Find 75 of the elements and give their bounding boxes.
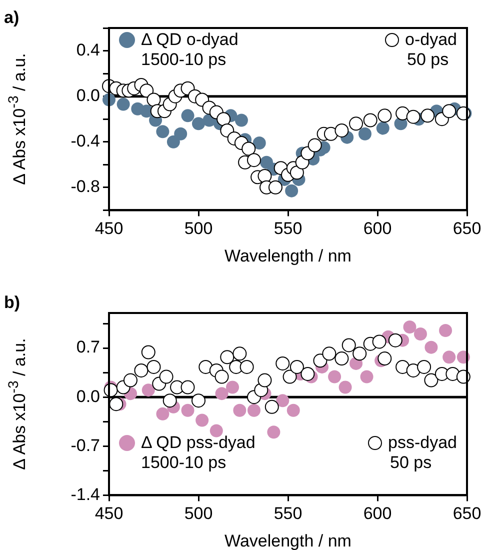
legend-label: Δ QD o-dyad — [141, 30, 238, 50]
y-tick-label: 0.0 — [76, 386, 100, 406]
y-tick-label: -0.7 — [70, 436, 100, 455]
point — [196, 414, 209, 427]
annotation: 50 ps — [389, 453, 433, 474]
point — [226, 380, 240, 394]
point — [285, 184, 298, 198]
point — [162, 394, 177, 408]
annotation: 1500-10 ps — [140, 453, 228, 474]
point — [290, 166, 304, 180]
point — [247, 404, 260, 417]
point — [276, 394, 290, 408]
y-tick-label: -0.4 — [70, 132, 100, 151]
point — [233, 404, 246, 417]
point — [414, 328, 427, 341]
x-tick-label: 500 — [184, 219, 213, 238]
y-tick-label: 0.4 — [76, 40, 100, 60]
point — [334, 123, 349, 138]
point — [442, 104, 456, 118]
x-tick-label: 650 — [452, 504, 482, 524]
x-tick-label: 500 — [184, 504, 213, 524]
legend-label: pss-dyad — [388, 433, 457, 454]
point — [442, 350, 456, 364]
x-tick-label: 600 — [363, 504, 392, 524]
x-tick-label: 650 — [452, 219, 482, 238]
chart-title: b) — [4, 293, 20, 313]
legend-label: Δ QD pss-dyad — [141, 433, 256, 454]
y-tick-label: -0.8 — [70, 177, 100, 196]
point — [109, 397, 124, 412]
point — [338, 380, 352, 394]
point — [388, 333, 402, 348]
point — [116, 98, 130, 111]
point — [439, 324, 452, 338]
y-tick-label: -1.4 — [70, 484, 100, 504]
legend-label: o-dyad — [405, 30, 457, 50]
point — [252, 136, 266, 150]
point — [286, 404, 300, 417]
x-tick-label: 450 — [94, 504, 124, 524]
point — [403, 320, 416, 334]
point — [192, 117, 205, 130]
point — [358, 127, 372, 140]
y-tick-label: 0.7 — [76, 338, 100, 357]
point — [290, 360, 304, 374]
point — [234, 114, 248, 127]
x-axis-title: Wavelength / nm — [224, 531, 352, 550]
point — [420, 108, 435, 123]
y-tick-label: 0.0 — [76, 86, 100, 106]
point — [313, 354, 328, 368]
x-tick-label: 550 — [274, 504, 302, 524]
point — [267, 426, 280, 439]
point — [174, 127, 188, 140]
x-tick-label: 600 — [363, 219, 392, 238]
point — [156, 407, 170, 420]
point — [406, 110, 420, 124]
chart-title: a) — [4, 8, 20, 28]
annotation: 1500-10 ps — [140, 50, 228, 70]
point — [308, 138, 322, 152]
point — [378, 352, 392, 366]
point — [181, 109, 194, 122]
point — [215, 387, 228, 400]
point — [328, 370, 342, 384]
x-tick-label: 550 — [274, 219, 302, 238]
point — [216, 112, 231, 126]
annotation: 50 ps — [406, 50, 450, 70]
x-axis-title: Wavelength / nm — [224, 246, 352, 266]
x-tick-label: 450 — [94, 219, 124, 238]
point — [142, 384, 155, 397]
point — [166, 135, 180, 148]
point — [300, 366, 315, 381]
point — [360, 370, 374, 384]
point — [181, 404, 194, 417]
point — [424, 340, 438, 354]
point — [372, 334, 386, 349]
point — [156, 125, 170, 138]
point — [376, 122, 390, 135]
